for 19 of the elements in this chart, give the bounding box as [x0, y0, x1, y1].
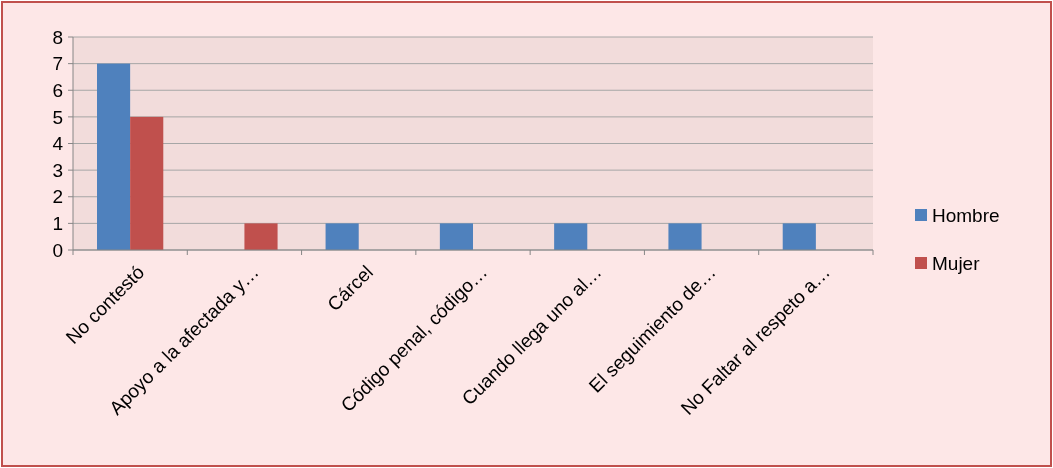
bar: [325, 223, 359, 250]
y-tick-label: 2: [52, 186, 63, 208]
y-tick-label: 5: [52, 106, 63, 128]
y-tick-label: 1: [52, 213, 63, 235]
bar: [130, 116, 164, 250]
bar: [782, 223, 816, 250]
bar: [554, 223, 588, 250]
bar: [244, 223, 278, 250]
legend-label: Mujer: [932, 252, 981, 274]
y-tick-label: 8: [52, 26, 63, 48]
y-tick-label: 7: [52, 53, 63, 75]
bar: [668, 223, 702, 250]
bar: [439, 223, 473, 250]
legend-label: Hombre: [932, 204, 1000, 226]
y-tick-label: 4: [52, 133, 64, 155]
y-tick-label: 0: [52, 239, 63, 261]
y-tick-label: 6: [52, 79, 63, 101]
bar: [97, 63, 131, 250]
y-tick-label: 3: [52, 159, 63, 181]
